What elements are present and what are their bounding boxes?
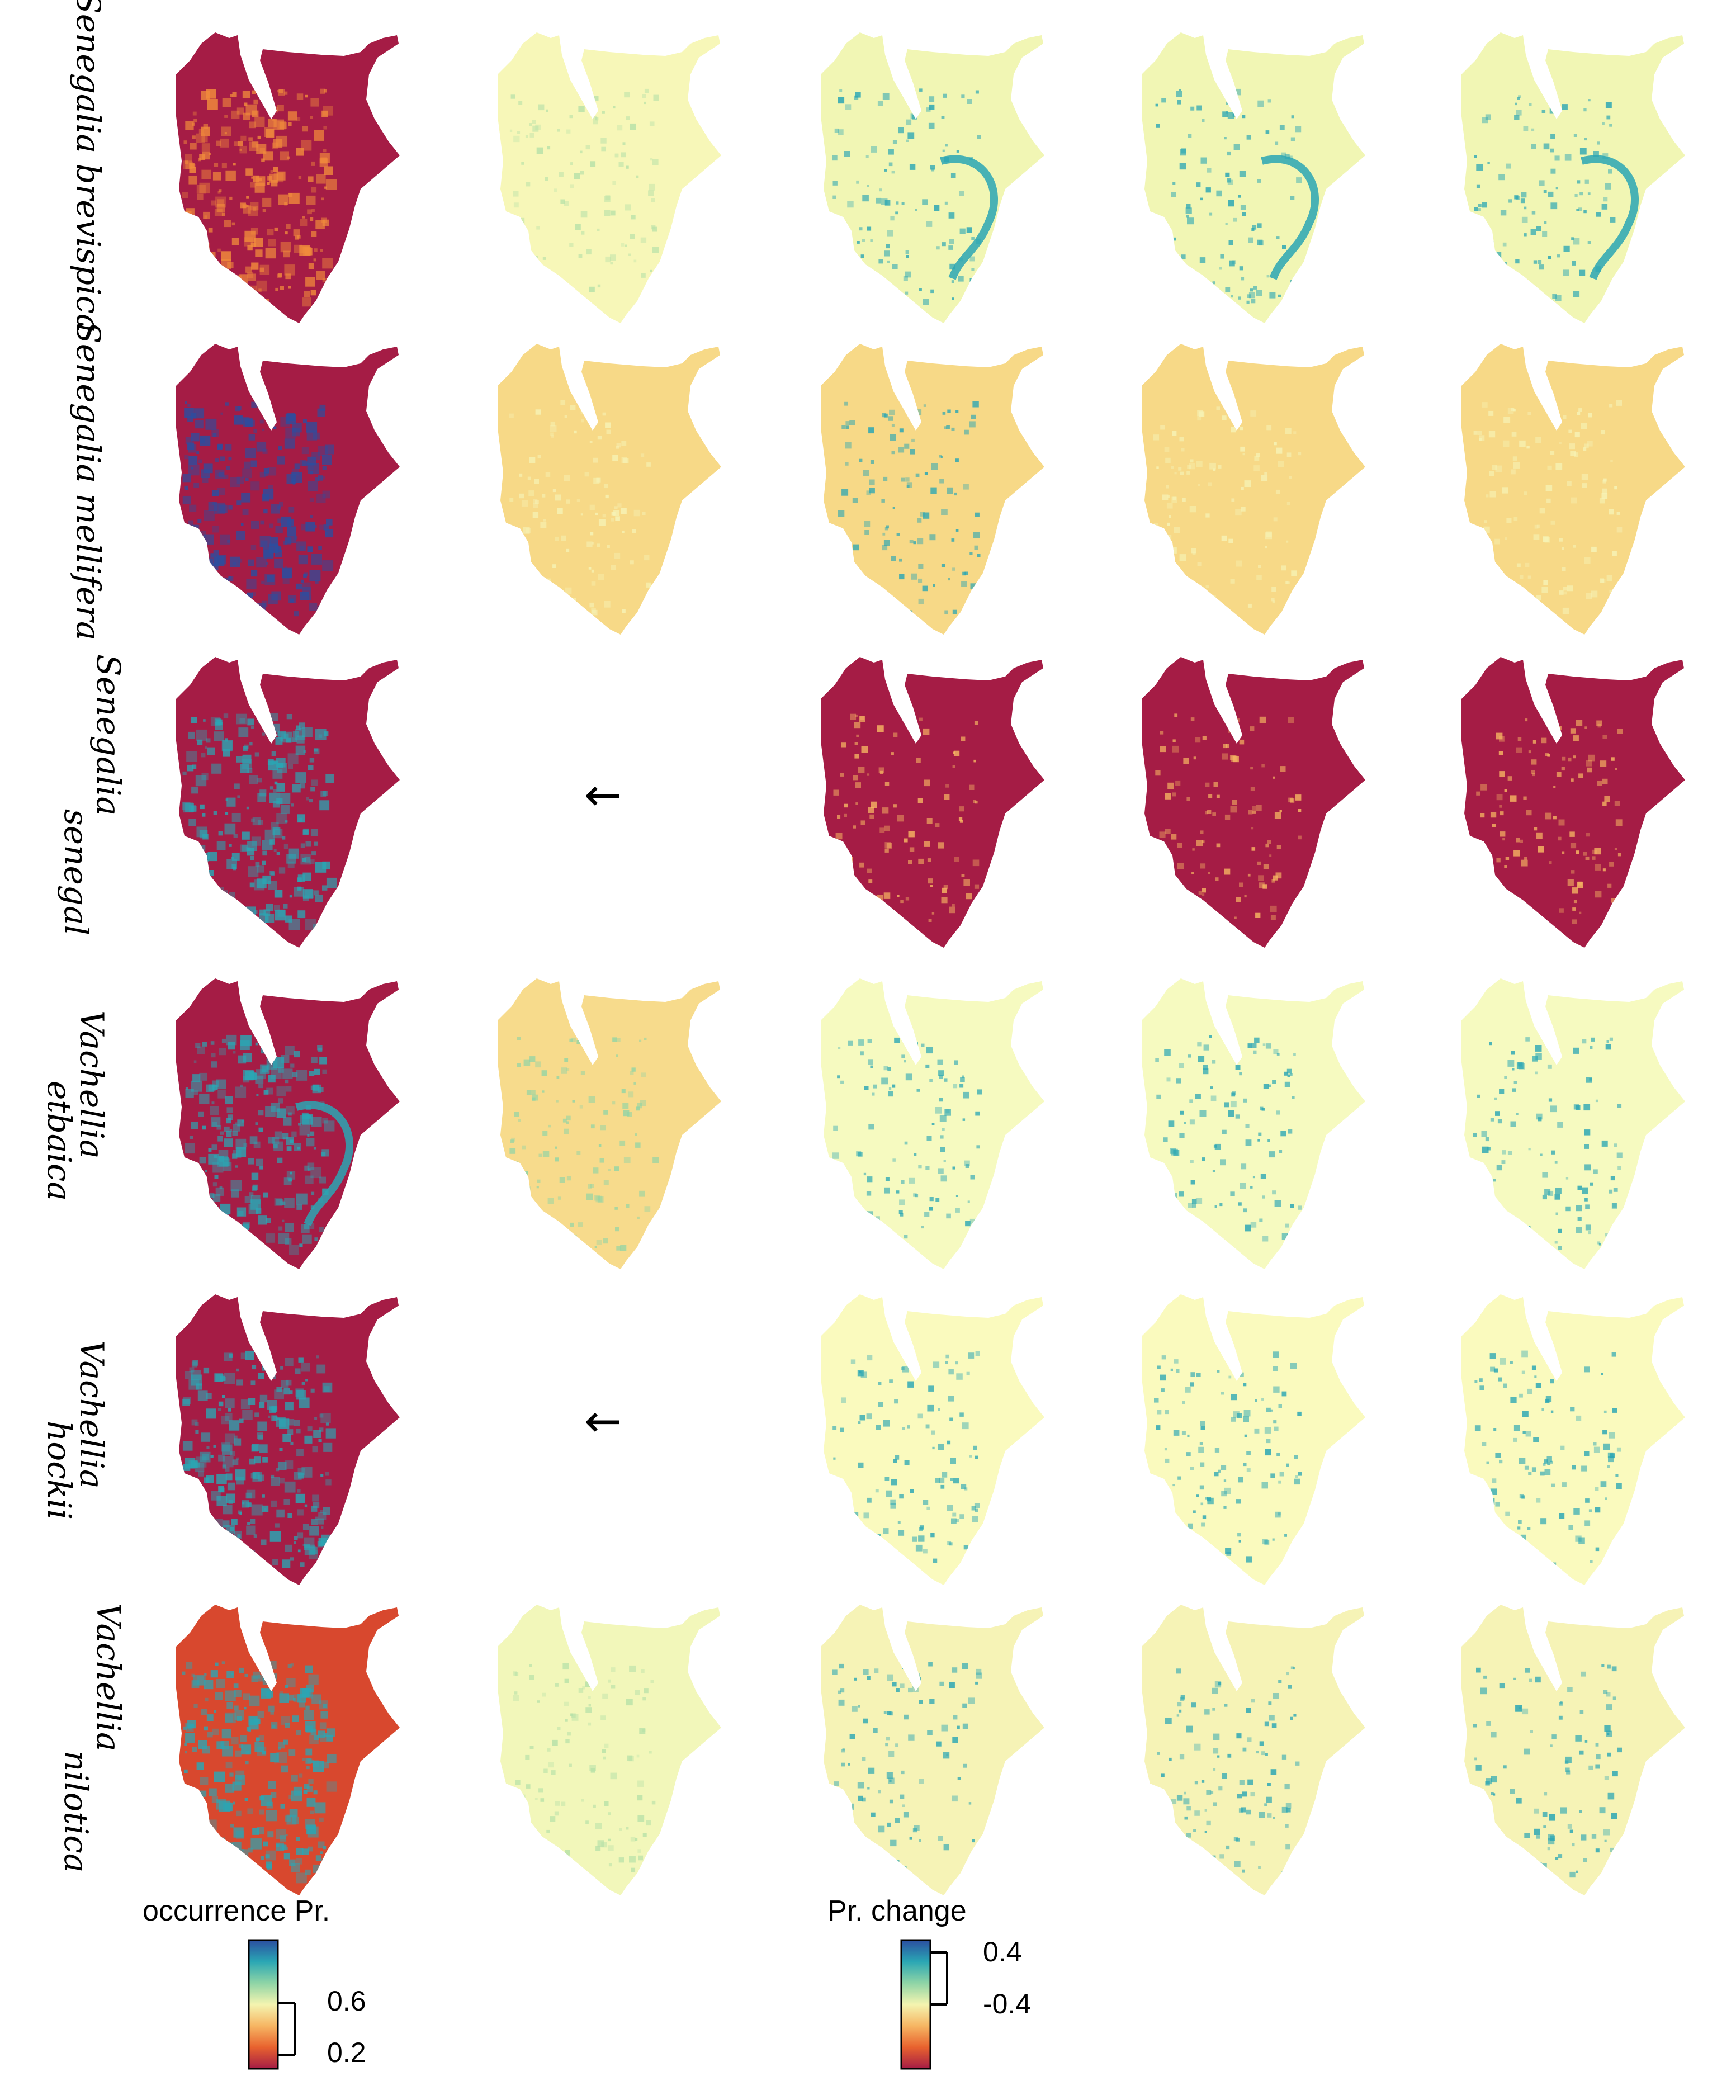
species-name-line2: senegal: [57, 808, 95, 936]
map-panel-r1-c5: [1461, 32, 1685, 323]
change-legend-title: Pr. change: [827, 1895, 967, 1927]
raster-texture: [1473, 1350, 1622, 1568]
occurrence-tick-0.2: 0.2: [327, 2037, 366, 2068]
change-tick--0.4: -0.4: [983, 1988, 1032, 2019]
country-outline-fill: [1142, 1605, 1365, 1895]
country-outline-fill: [498, 1605, 721, 1895]
occurrence-legend-title: occurrence Pr.: [143, 1895, 330, 1927]
row-label-2: Senegalia mellifera: [66, 321, 111, 641]
raster-texture: [1473, 1664, 1623, 1878]
country-outline-fill: [1142, 32, 1365, 323]
raster-texture: [832, 1351, 980, 1565]
map-panel-r3-c4: [1142, 657, 1365, 948]
missing-panel-arrow: ←: [584, 1395, 622, 1447]
map-panel-r5-c4: [1142, 1294, 1365, 1585]
map-panels: [176, 32, 1685, 1895]
map-panel-r6-c4: [1142, 1605, 1365, 1895]
row-label-5: hockii Vachellia: [22, 1275, 129, 1588]
raster-texture: [833, 713, 980, 926]
species-name-line1: Vachellia: [73, 1010, 111, 1159]
species-name: Senegalia mellifera: [69, 321, 107, 641]
map-panel-r6-c2: [498, 1605, 721, 1895]
map-panel-r1-c1: [176, 32, 400, 323]
map-panel-r4-c1: [176, 978, 400, 1269]
missing-panel-arrow: ←: [584, 769, 622, 821]
species-name-line2: etbaica: [40, 1080, 78, 1201]
map-panel-r5-c1: [176, 1294, 400, 1585]
map-panel-r2-c2: [498, 344, 721, 635]
occurrence-tick-0.6: 0.6: [327, 1985, 366, 2017]
raster-texture: [182, 1350, 336, 1568]
map-panel-r1-c4: [1142, 32, 1365, 323]
map-panel-r3-c1: [176, 657, 400, 948]
row-label-4: etbaica Vachellia: [22, 950, 129, 1264]
country-outline-fill: [176, 32, 400, 323]
country-outline-fill: [498, 978, 721, 1269]
country-outline-fill: [821, 32, 1044, 323]
map-panel-r5-c5: [1461, 1294, 1685, 1585]
country-outline-fill: [821, 1605, 1044, 1895]
species-name: Senegalia brevispica: [69, 0, 107, 333]
map-panel-r4-c2: [498, 978, 721, 1269]
map-panel-r3-c5: [1461, 657, 1685, 948]
raster-texture: [1476, 718, 1623, 931]
map-panel-r4-c3: [821, 978, 1044, 1269]
row-label-3: senegal Senegalia: [56, 643, 129, 956]
country-outline-fill: [1461, 978, 1685, 1269]
species-name-line2: hockii: [40, 1421, 78, 1520]
country-outline-fill: [498, 32, 721, 323]
map-panel-r2-c5: [1461, 344, 1685, 635]
country-outline-fill: [1461, 32, 1685, 323]
country-outline-fill: [1142, 344, 1365, 635]
country-outline-fill: [1142, 978, 1365, 1269]
country-outline-fill: [1142, 1294, 1365, 1585]
species-name-line1: Senegalia: [89, 654, 127, 816]
species-name-line2: nilotica: [57, 1750, 95, 1873]
map-panel-r1-c3: [821, 32, 1044, 323]
map-panel-r3-c3: [821, 657, 1044, 948]
raster-texture: [838, 401, 981, 617]
country-outline-fill: [1461, 657, 1685, 948]
change-tick-0.4: 0.4: [983, 1936, 1022, 1967]
map-panel-r6-c3: [821, 1605, 1044, 1895]
country-outline-fill: [821, 657, 1044, 948]
country-outline-fill: [1142, 657, 1365, 948]
country-outline-fill: [1461, 1294, 1685, 1585]
species-name-line1: Vachellia: [89, 1603, 127, 1752]
map-panel-r2-c1: [176, 344, 400, 635]
country-outline-fill: [821, 1294, 1044, 1585]
change-colorbar: [900, 1939, 948, 2070]
map-panel-r1-c2: [498, 32, 721, 323]
occurrence-colorbar: [248, 1939, 296, 2070]
legends: [248, 1939, 948, 2070]
country-outline-fill: [176, 344, 400, 635]
map-panel-r2-c3: [821, 344, 1044, 635]
map-panel-r4-c5: [1461, 978, 1685, 1269]
species-name-line1: Vachellia: [73, 1340, 111, 1489]
map-panel-r5-c3: [821, 1294, 1044, 1585]
country-outline-fill: [1461, 1605, 1685, 1895]
country-outline-fill: [1461, 344, 1685, 635]
map-panel-r6-c5: [1461, 1605, 1685, 1895]
row-label-1: Senegalia brevispica: [66, 0, 111, 333]
row-label-6: nilotica Vachellia: [56, 1582, 129, 1895]
country-outline-fill: [498, 344, 721, 635]
raster-texture: [1154, 1351, 1302, 1563]
map-panel-r6-c1: [176, 1605, 400, 1895]
map-panel-r2-c4: [1142, 344, 1365, 635]
map-panel-r4-c4: [1142, 978, 1365, 1269]
